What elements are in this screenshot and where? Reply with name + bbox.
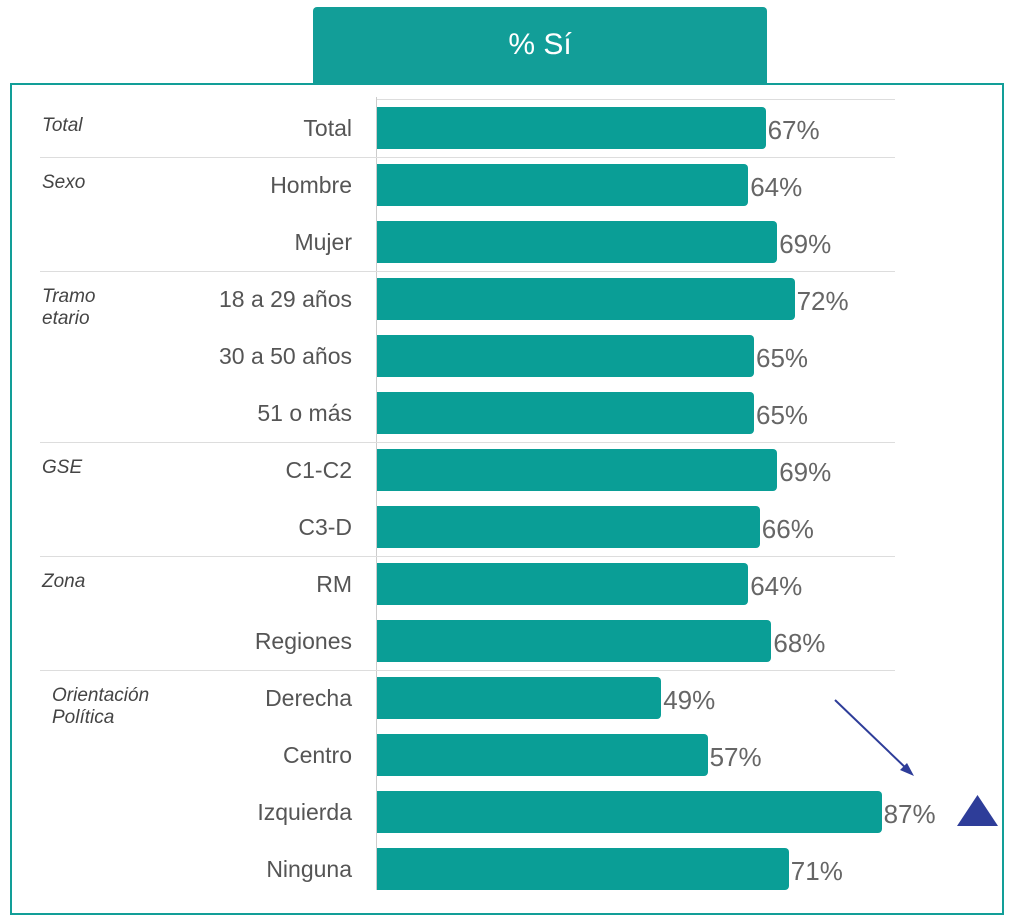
separator: [40, 441, 895, 443]
bar: [377, 335, 754, 377]
category-label: Derecha: [265, 685, 352, 711]
value-label: 49%: [663, 685, 716, 715]
bar: [377, 278, 795, 320]
bar: [377, 563, 749, 605]
category-label: Total: [303, 115, 352, 141]
group-label: Tramo etario: [42, 286, 96, 329]
category-label: Ninguna: [266, 856, 352, 882]
value-label: 64%: [750, 172, 803, 202]
bar: [377, 848, 789, 890]
separator: [40, 669, 895, 671]
value-label: 65%: [756, 343, 809, 373]
separator: [40, 270, 895, 272]
bar: [377, 392, 754, 434]
value-label: 69%: [779, 457, 832, 487]
group-label: Zona: [42, 571, 86, 592]
bar: [377, 620, 772, 662]
chart-frame: [10, 83, 1004, 915]
bar: [377, 107, 766, 149]
value-label: 67%: [767, 115, 820, 145]
separator: [40, 555, 895, 557]
category-label: RM: [316, 571, 352, 597]
axis-line: [376, 97, 377, 890]
category-label: 51 o más: [257, 400, 352, 426]
group-label: Sexo: [42, 172, 86, 193]
bar: [377, 449, 778, 491]
arrow: [834, 699, 911, 773]
value-label: 68%: [773, 628, 826, 658]
value-label: 57%: [709, 742, 762, 772]
value-label: 66%: [761, 514, 814, 544]
category-label: C1-C2: [285, 457, 352, 483]
value-label: 72%: [796, 286, 849, 316]
bar: [377, 677, 662, 719]
bar: [377, 164, 749, 206]
bar: [377, 791, 882, 833]
separator: [377, 99, 895, 100]
arrow-head: [900, 763, 914, 776]
value-label: 87%: [883, 799, 936, 829]
bar: [377, 734, 708, 776]
value-label: 69%: [779, 229, 832, 259]
group-label: Orientación Política: [52, 685, 150, 728]
value-label: 71%: [790, 856, 843, 886]
group-label: GSE: [42, 457, 83, 478]
group-label: Total: [42, 115, 83, 136]
value-label: 65%: [756, 400, 809, 430]
category-label: Izquierda: [257, 799, 352, 825]
category-label: Regiones: [254, 628, 352, 654]
category-label: Mujer: [294, 229, 352, 255]
separator: [40, 156, 895, 158]
bar: [377, 221, 778, 263]
category-label: 18 a 29 años: [218, 286, 352, 312]
value-label: 64%: [750, 571, 803, 601]
significance-marker: [957, 795, 998, 826]
category-label: 30 a 50 años: [218, 343, 352, 369]
category-label: Hombre: [270, 172, 352, 198]
chart-title: % Sí: [313, 7, 767, 83]
category-label: Centro: [282, 742, 352, 768]
bar: [377, 506, 760, 548]
category-label: C3-D: [298, 514, 352, 540]
